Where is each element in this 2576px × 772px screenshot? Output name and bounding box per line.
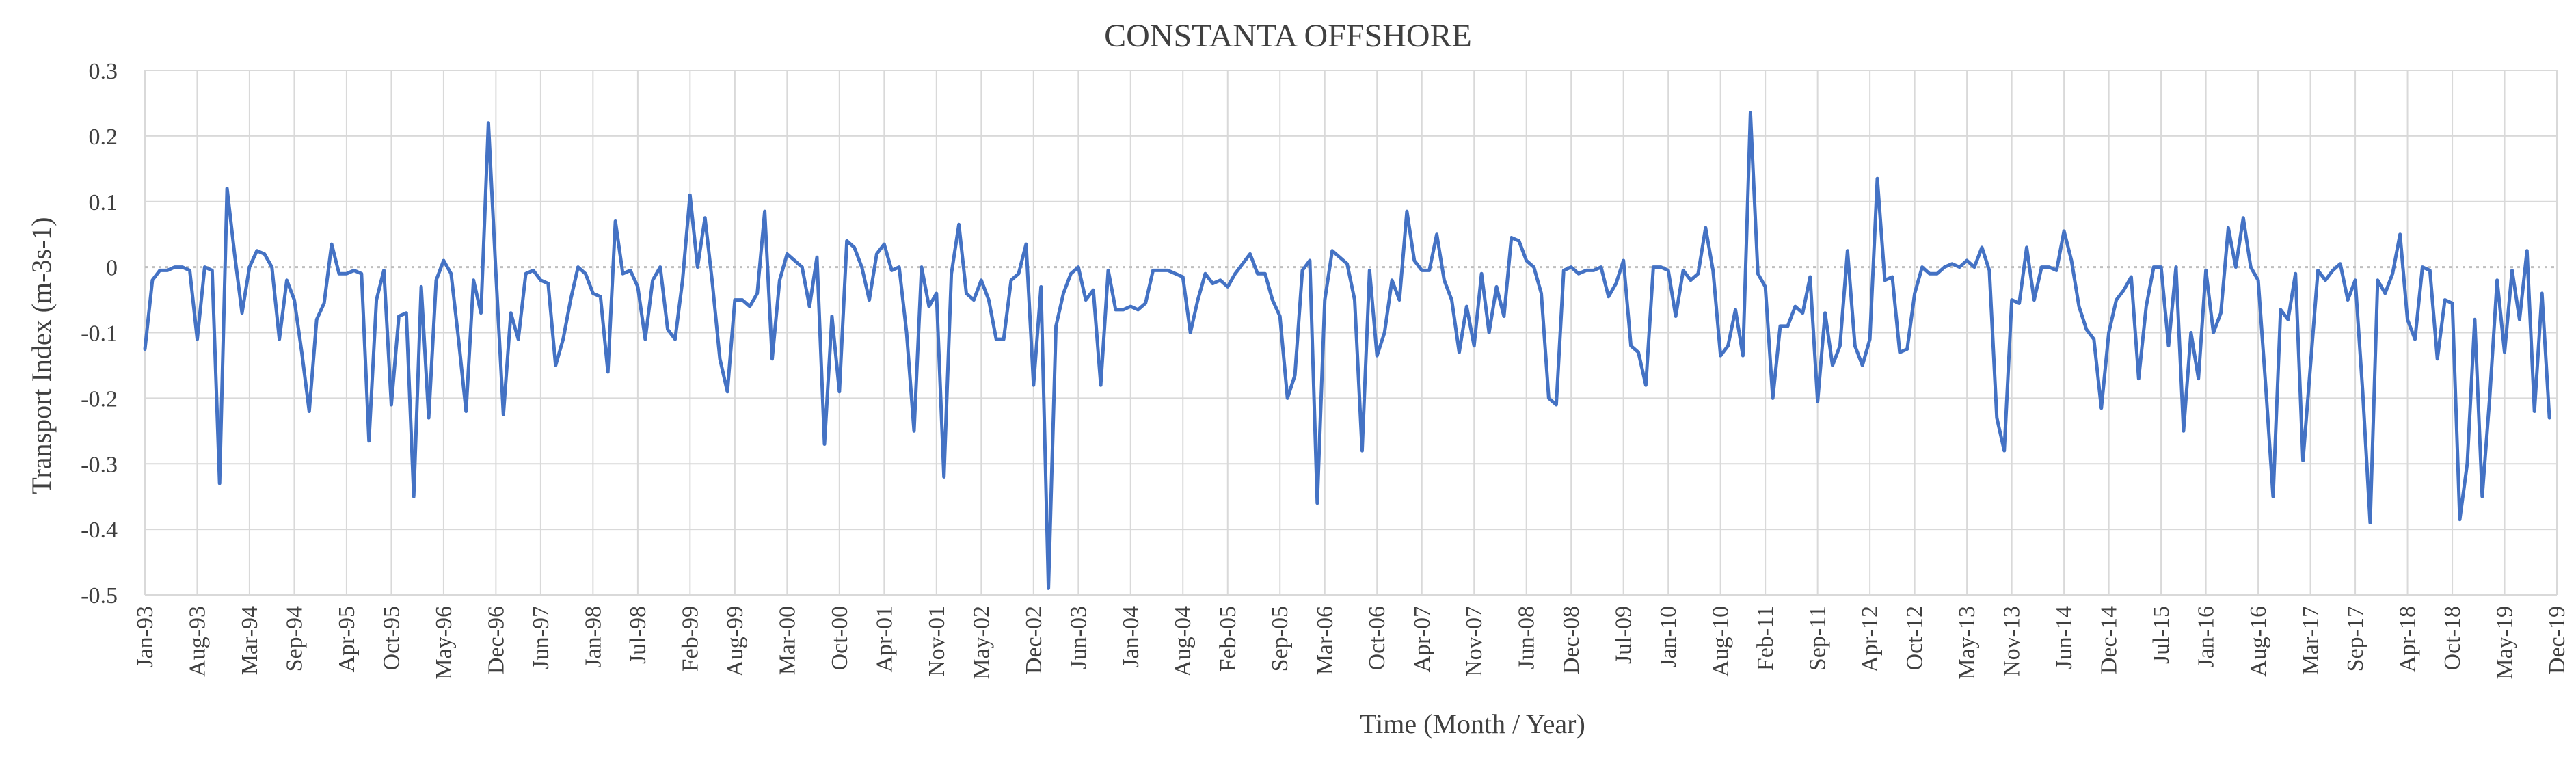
x-tick-label: Jun-14 (2052, 606, 2077, 669)
y-tick-label: -0.1 (81, 321, 118, 347)
series-points (144, 113, 2550, 589)
x-tick-label: Oct-06 (1365, 606, 1390, 670)
x-tick-label: Aug-93 (185, 606, 210, 677)
x-tick-label: Mar-06 (1313, 606, 1338, 675)
x-tick-label: Apr-01 (872, 606, 897, 673)
x-tick-label: Jun-03 (1066, 606, 1091, 669)
y-tick-label: 0 (106, 256, 118, 281)
y-tick-label: -0.2 (81, 386, 118, 412)
x-tick-label: Oct-18 (2440, 606, 2465, 670)
y-tick-label: 0.1 (89, 190, 118, 215)
x-tick-label: Jan-93 (133, 606, 158, 668)
y-tick-label: 0.3 (89, 59, 118, 84)
x-tick-label: Feb-05 (1216, 606, 1241, 671)
x-tick-label: Jan-04 (1118, 606, 1144, 668)
x-tick-label: Aug-99 (723, 606, 748, 677)
x-tick-label: Apr-18 (2396, 606, 2421, 673)
y-axis-ticks: 0.3 0.2 0.1 0 -0.1 -0.2 -0.3 -0.4 -0.5 (81, 59, 118, 609)
y-tick-label: 0.2 (89, 124, 118, 150)
x-tick-label: Feb-11 (1753, 606, 1778, 671)
x-tick-label: Apr-95 (334, 606, 360, 673)
x-tick-label: Aug-04 (1170, 606, 1196, 677)
x-tick-label: Mar-17 (2298, 606, 2324, 675)
x-tick-label: Apr-07 (1410, 606, 1435, 673)
x-tick-label: Oct-95 (379, 606, 404, 670)
x-tick-label: Jan-16 (2194, 606, 2219, 668)
y-tick-label: -0.5 (81, 583, 118, 609)
x-tick-label: Jul-15 (2149, 606, 2174, 664)
y-tick-label: -0.4 (81, 518, 118, 543)
x-tick-label: Dec-02 (1021, 606, 1047, 674)
x-tick-label: Nov-01 (924, 606, 950, 677)
x-tick-label: Sep-11 (1806, 606, 1831, 671)
x-tick-label: Jun-97 (528, 606, 554, 669)
x-tick-label: May-02 (969, 606, 994, 680)
x-tick-label: Jan-10 (1656, 606, 1681, 668)
x-axis-title: Time (Month / Year) (1360, 708, 1585, 739)
x-tick-label: Sep-17 (2343, 606, 2368, 671)
x-tick-label: Feb-99 (677, 606, 703, 671)
x-tick-label: Oct-00 (827, 606, 853, 670)
x-tick-label: Sep-05 (1267, 606, 1293, 671)
x-tick-label: Dec-19 (2545, 606, 2570, 674)
x-tick-label: Jun-08 (1514, 606, 1540, 669)
x-tick-label: Apr-12 (1857, 606, 1883, 673)
x-tick-label: Jan-98 (580, 606, 606, 668)
x-tick-label: Mar-00 (775, 606, 800, 675)
x-tick-label: May-96 (431, 606, 457, 680)
series-layer (143, 111, 2551, 590)
x-tick-label: Oct-12 (1903, 606, 1928, 670)
y-axis-title: Transport Index (m-3s-1) (26, 217, 57, 494)
x-tick-label: Mar-94 (237, 606, 263, 675)
y-tick-label: -0.3 (81, 452, 118, 477)
x-axis-ticks: Jan-93 Aug-93 Mar-94 Sep-94 Apr-95 Oct-95 May-… (133, 606, 2570, 680)
chart-title: CONSTANTA OFFSHORE (1104, 18, 1472, 54)
x-tick-label: May-13 (1955, 606, 1980, 680)
x-tick-label: Dec-14 (2097, 606, 2122, 674)
x-tick-label: Nov-13 (2000, 606, 2025, 677)
x-tick-label: Aug-16 (2246, 606, 2271, 677)
x-tick-label: Sep-94 (282, 606, 307, 671)
x-tick-label: Aug-10 (1708, 606, 1734, 677)
x-tick-label: Nov-07 (1462, 606, 1487, 677)
x-tick-label: Dec-08 (1559, 606, 1584, 674)
x-tick-label: Jul-09 (1611, 606, 1637, 664)
x-tick-label: Jul-98 (626, 606, 651, 664)
x-tick-label: Dec-96 (483, 606, 509, 674)
x-tick-label: May-19 (2493, 606, 2518, 680)
